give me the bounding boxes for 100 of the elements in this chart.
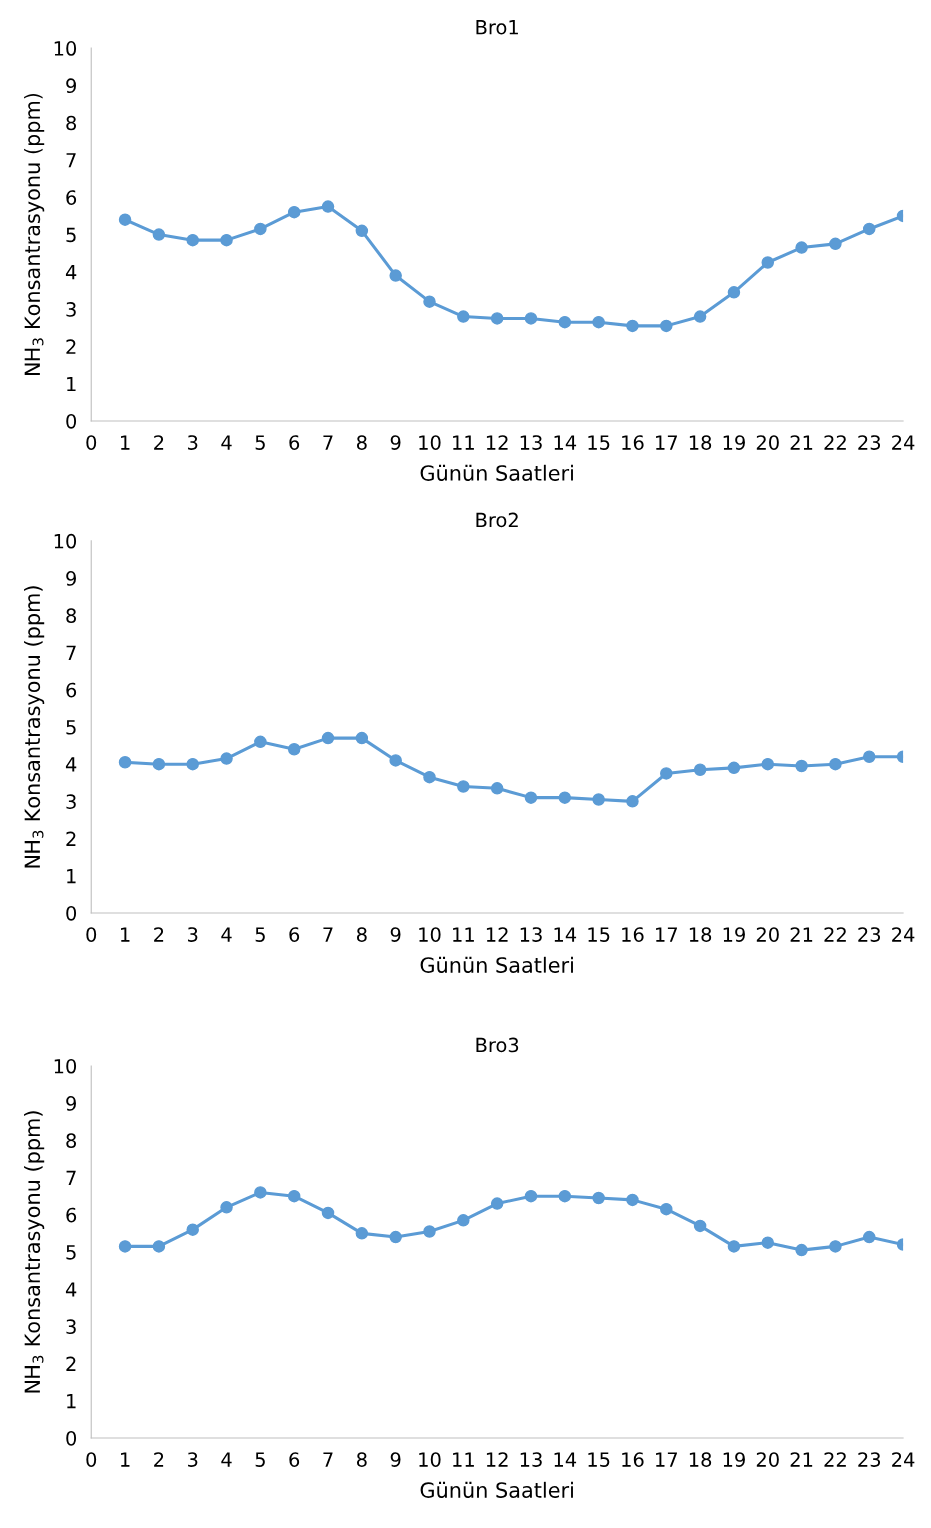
x-tick-label: 6 [289,1452,300,1467]
y-tick-label: 6 [66,682,77,698]
point [355,731,369,745]
x-tick-label: 3 [188,435,198,450]
y-tick-label: 1 [67,376,76,392]
x-tick-label: 1 [121,927,130,942]
x-tick-label: 11 [453,1452,474,1467]
point [152,228,166,241]
point [457,1214,470,1227]
x-tick-label: 8 [356,927,367,942]
x-tick-label: 2 [154,435,164,450]
point [220,233,233,247]
x-tick-label: 7 [323,1452,333,1467]
x-tick-label: 13 [520,927,542,942]
y-tick-label: 4 [65,757,77,772]
y-tick-label: 2 [66,339,76,354]
x-tick-label: 19 [723,927,745,942]
point [795,759,808,773]
point [862,222,876,236]
x-tick-label: 15 [588,1452,610,1467]
point [423,295,436,308]
x-tick-label: 4 [221,1452,232,1467]
x-tick-label: 23 [858,1452,881,1467]
point [558,1189,572,1203]
y-tick-label: 10 [54,1058,77,1074]
point [558,791,572,804]
x-tick-label: 16 [622,435,644,450]
x-tick-label: 18 [689,1452,712,1467]
x-tick-label: 18 [689,927,712,942]
x-tick-label: 5 [255,435,265,450]
x-tick-label: 9 [390,927,401,942]
x-tick-label: 6 [289,435,300,450]
x-tick-label: 24 [892,927,915,942]
x-tick-label: 24 [892,1452,915,1467]
point [389,269,402,282]
x-tick-label: 14 [554,1452,577,1467]
x-tick-label: 17 [656,1452,677,1467]
point [660,319,673,333]
x-tick-label: 16 [622,927,644,942]
y-tick-label: 5 [66,227,76,243]
y-tick-label: 8 [66,608,77,623]
point [626,795,639,808]
point [727,761,741,775]
point [626,319,639,333]
x-tick-label: 14 [554,927,577,942]
y-tick-label: 9 [66,78,76,94]
y-tick-label: 5 [66,720,76,735]
y-tick-label: 8 [66,115,77,131]
point [829,237,842,251]
x-tick-label: 15 [588,435,610,450]
point [220,752,233,765]
x-tick-label: 18 [689,435,712,450]
x-tick-label: 10 [419,927,441,942]
x-tick-label: 4 [221,927,232,942]
x-tick-label: 19 [723,1452,745,1467]
x-tick-label: 2 [154,1452,164,1467]
point [423,770,436,784]
point [524,791,538,804]
x-tick-label: 3 [188,1452,198,1467]
x-tick-label: 19 [723,435,745,450]
point [626,1193,639,1207]
x-tick-label: 12 [486,435,508,450]
point [321,200,335,213]
x-tick-label: 21 [790,435,813,450]
x-tick-label: 13 [520,1452,542,1467]
y-tick-label: 0 [66,905,77,921]
x-tick-label: 9 [390,435,401,450]
x-tick-label: 5 [255,1452,265,1467]
point [693,763,707,776]
y-tick-label: 3 [66,1319,76,1335]
x-tick-label: 5 [255,927,265,942]
point [287,1189,301,1203]
x-tick-label: 14 [554,435,577,450]
point [829,1240,842,1253]
point [220,1201,233,1214]
point [152,757,166,771]
x-tick-label: 17 [656,435,677,450]
point [829,757,842,771]
x-tick-label: 21 [790,927,813,942]
y-tick-label: 1 [67,1394,76,1409]
point [490,1197,504,1210]
x-tick-label: 24 [892,435,915,450]
point [118,213,132,226]
point [660,1202,673,1216]
x-tick-label: 22 [824,435,846,450]
point [389,1230,402,1244]
y-tick-label: 9 [66,571,76,586]
point [423,1225,436,1238]
point [727,1240,741,1253]
point [761,757,775,771]
point [592,1191,605,1205]
point [321,731,335,745]
x-tick-label: 4 [221,435,232,450]
y-tick-label: 7 [66,153,76,168]
x-tick-label: 9 [390,1452,401,1467]
y-axis-title: NH$_{3}$ Konsantrasyonu (ppm) [24,93,45,376]
y-tick-label: 3 [66,302,76,317]
point [592,793,605,806]
x-tick-label: 10 [419,1452,441,1467]
x-tick-label: 1 [121,435,130,450]
